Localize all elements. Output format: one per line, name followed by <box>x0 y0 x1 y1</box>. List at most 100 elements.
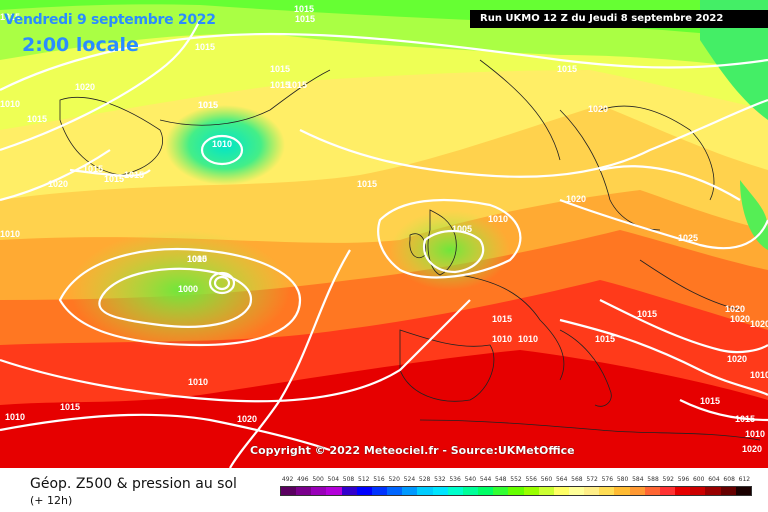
isobar-label: 1020 <box>727 354 747 364</box>
legend-swatch <box>659 487 676 495</box>
legend-tick-label: 608 <box>723 476 735 483</box>
isobar-label: 1015 <box>295 14 315 24</box>
isobar-label: 1015 <box>0 12 20 22</box>
legend-swatch <box>432 487 448 495</box>
legend-tick-label: 520 <box>388 476 400 483</box>
legend-tick-label: 580 <box>616 476 629 483</box>
legend-swatch <box>311 487 327 495</box>
isobar-label: 1010 <box>187 254 207 264</box>
legend-tick-label: 492 <box>281 476 294 483</box>
isobar-label: 1010 <box>750 370 768 380</box>
isobar-label: 1015 <box>60 402 80 412</box>
coastlines <box>59 59 761 441</box>
isobar-label: 1010 <box>518 334 538 344</box>
legend-swatch <box>675 487 691 495</box>
legend-tick-label: 512 <box>358 476 370 483</box>
legend-swatch <box>584 487 600 495</box>
isobar-label: 1015 <box>287 80 307 90</box>
isobar-label: 1020 <box>48 179 68 189</box>
legend-swatch <box>629 487 645 495</box>
legend-swatch <box>417 487 433 495</box>
legend-tick-label: 504 <box>327 476 340 483</box>
legend-swatch <box>462 487 479 495</box>
isobar-label: 1020 <box>566 194 586 204</box>
legend-color-scale <box>280 486 752 496</box>
isobar-label: 1015 <box>195 42 215 52</box>
geopotential-field <box>0 0 768 468</box>
legend-swatch <box>326 487 342 495</box>
legend-swatch <box>568 487 585 495</box>
legend-tick-label: 508 <box>342 476 355 483</box>
isobar-label: 1015 <box>735 414 755 424</box>
legend-tick-label: 592 <box>662 476 674 483</box>
legend-tick-label: 572 <box>586 476 598 483</box>
legend-swatch <box>341 487 357 495</box>
isobar-label: 1015 <box>104 174 124 184</box>
legend-swatch <box>644 487 660 495</box>
legend-tick-label: 524 <box>403 476 416 483</box>
legend-tick-label: 576 <box>601 476 614 483</box>
isobar-label: 1010 <box>492 334 512 344</box>
legend-tick-label: 500 <box>312 476 324 483</box>
isobar-label: 1015 <box>27 114 47 124</box>
isobar-label: 1020 <box>75 82 95 92</box>
isobar-label: 1010 <box>188 377 208 387</box>
legend-swatch <box>281 487 297 495</box>
legend-tick-label: 584 <box>632 476 644 483</box>
legend-swatch <box>402 487 418 495</box>
isobar-label: 1015 <box>557 64 577 74</box>
legend-swatch <box>493 487 509 495</box>
isobar-label: 1010 <box>212 139 232 149</box>
legend-tick-label: 588 <box>647 476 659 483</box>
isobar-label: 1005 <box>187 254 207 264</box>
isobar-label: 1015 <box>595 334 615 344</box>
isobar-label: 1015 <box>270 64 290 74</box>
legend-swatch <box>447 487 463 495</box>
isobar-label: 1020 <box>742 444 762 454</box>
copyright-text: Copyright © 2022 Meteociel.fr - Source:U… <box>250 444 575 457</box>
legend-swatch <box>371 487 388 495</box>
legend-tick-label: 544 <box>479 476 492 483</box>
legend-tick-label: 556 <box>525 476 537 483</box>
isobar-label: 1010 <box>745 429 765 439</box>
isobar-label: 1015 <box>294 4 314 14</box>
legend-swatch <box>478 487 494 495</box>
legend-tick-label: 612 <box>738 476 751 483</box>
isobar-label: 1010 <box>0 99 20 109</box>
legend-swatch <box>720 487 736 495</box>
legend-tick-label: 560 <box>540 476 553 483</box>
legend-swatch <box>705 487 721 495</box>
legend-tick-label: 568 <box>571 476 583 483</box>
legend-tick-label: 552 <box>510 476 522 483</box>
legend-swatch <box>508 487 524 495</box>
isobar-label: 1025 <box>678 233 698 243</box>
legend-tick-label: 604 <box>708 476 720 483</box>
legend-tick-label: 596 <box>677 476 690 483</box>
isobar-label: 1015 <box>492 314 512 324</box>
legend-tick-label: 536 <box>449 476 461 483</box>
legend-tick-label: 564 <box>555 476 568 483</box>
isobar-label: 1020 <box>237 414 257 424</box>
legend-swatch <box>356 487 372 495</box>
isobar-label: 1015 <box>637 309 657 319</box>
legend-swatch <box>553 487 569 495</box>
isobar-label: 1000 <box>178 284 198 294</box>
legend-swatch <box>538 487 554 495</box>
isobar-label: 1020 <box>750 319 768 329</box>
legend-swatch <box>599 487 615 495</box>
legend-swatch <box>387 487 403 495</box>
legend-tick-label: 516 <box>373 476 385 483</box>
legend: Géop. Z500 & pression au sol (+ 12h) 492… <box>0 468 768 512</box>
legend-tick-label: 540 <box>464 476 477 483</box>
isobar-label: 1015 <box>83 164 103 174</box>
legend-swatch <box>735 487 751 495</box>
isobar-label: 1020 <box>725 304 745 314</box>
isobar-labels: 1015 1015 1015 1010 1020 1015 1015 1015 … <box>0 4 768 454</box>
isobar-label: 1015 <box>700 396 720 406</box>
legend-tick-label: 548 <box>495 476 507 483</box>
legend-tick-label: 600 <box>692 476 705 483</box>
legend-title: Géop. Z500 & pression au sol <box>30 476 237 492</box>
isobar-label: 1020 <box>588 104 608 114</box>
isobar-label: 1015 <box>270 80 290 90</box>
